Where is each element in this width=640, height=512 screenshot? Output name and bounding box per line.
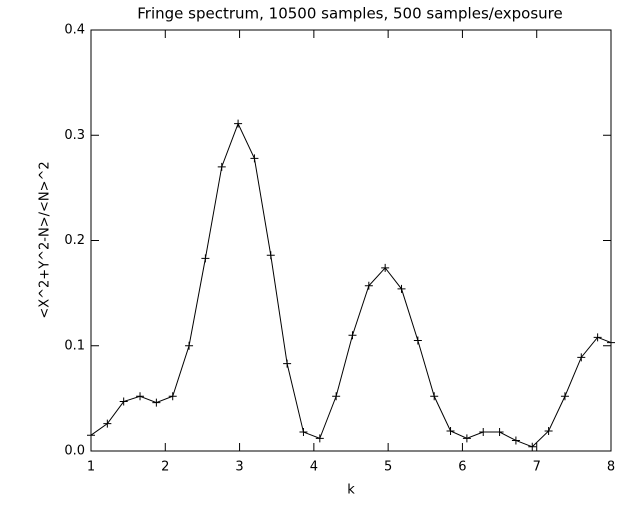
data-line bbox=[90, 122, 612, 448]
data-marker bbox=[560, 392, 569, 401]
data-marker bbox=[299, 428, 308, 437]
x-axis-label: k bbox=[347, 483, 355, 498]
data-marker bbox=[577, 353, 586, 362]
y-axis-label: <X^2+Y^2-N>/<N>^2 bbox=[38, 161, 53, 318]
data-marker bbox=[168, 392, 177, 401]
x-tick-label: 6 bbox=[458, 460, 466, 475]
data-marker bbox=[283, 359, 292, 368]
data-marker bbox=[607, 338, 615, 347]
data-marker bbox=[413, 336, 422, 345]
data-marker bbox=[136, 392, 145, 401]
data-marker bbox=[544, 427, 553, 436]
data-marker bbox=[332, 392, 341, 401]
data-marker bbox=[397, 284, 406, 293]
data-marker bbox=[315, 434, 324, 443]
data-marker bbox=[87, 431, 95, 440]
data-marker bbox=[217, 162, 226, 171]
y-tick-label: 0.3 bbox=[64, 128, 85, 143]
data-marker bbox=[152, 398, 161, 407]
y-tick-label: 0.0 bbox=[64, 444, 85, 459]
plot-frame bbox=[90, 29, 612, 452]
data-marker bbox=[593, 333, 602, 342]
data-marker bbox=[266, 251, 275, 260]
data-marker bbox=[119, 397, 128, 406]
data-marker bbox=[348, 331, 357, 340]
data-marker bbox=[185, 341, 194, 350]
x-tick-label: 7 bbox=[533, 460, 541, 475]
x-tick-label: 3 bbox=[235, 460, 243, 475]
data-marker bbox=[430, 392, 439, 401]
y-tick-label: 0.4 bbox=[64, 23, 85, 38]
y-tick-label: 0.1 bbox=[64, 338, 85, 353]
data-marker bbox=[495, 428, 504, 437]
data-marker bbox=[234, 119, 243, 128]
x-tick-label: 8 bbox=[607, 460, 615, 475]
data-marker bbox=[381, 263, 390, 272]
data-marker bbox=[364, 281, 373, 290]
data-marker bbox=[446, 427, 455, 436]
data-marker bbox=[528, 442, 537, 451]
data-marker bbox=[103, 419, 112, 428]
data-marker bbox=[479, 428, 488, 437]
y-tick-label: 0.2 bbox=[64, 233, 85, 248]
data-marker bbox=[250, 154, 259, 163]
x-tick-label: 5 bbox=[384, 460, 392, 475]
x-tick-label: 2 bbox=[161, 460, 169, 475]
data-marker bbox=[462, 434, 471, 443]
x-tick-label: 1 bbox=[87, 460, 95, 475]
data-marker bbox=[511, 436, 520, 445]
chart-title: Fringe spectrum, 10500 samples, 500 samp… bbox=[137, 5, 563, 23]
x-tick-label: 4 bbox=[310, 460, 318, 475]
data-marker bbox=[201, 254, 210, 263]
